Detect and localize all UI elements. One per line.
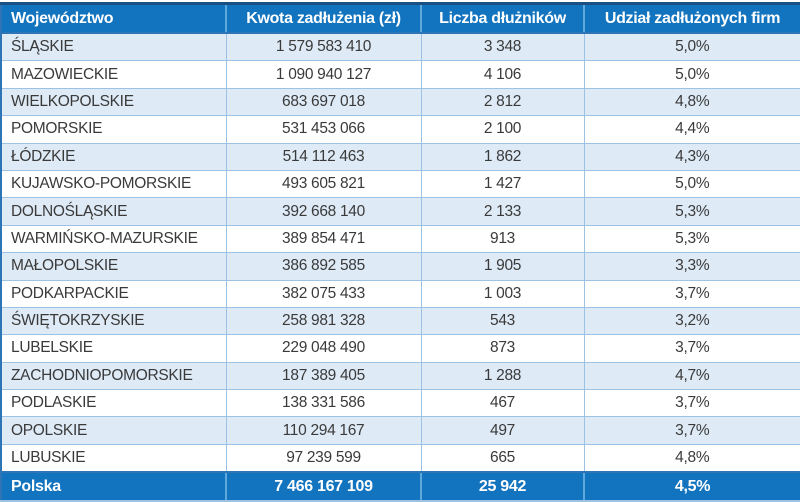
cell-wojewodztwo: DOLNOŚLĄSKIE [0, 197, 227, 226]
cell-liczba-dluznikow: 1 862 [420, 142, 585, 171]
cell-udzial-firm: 3,7% [583, 389, 800, 418]
table-row: ŚWIĘTOKRZYSKIE 258 981 328 543 3,2% [0, 306, 800, 336]
cell-kwota-zadluzenia: 187 389 405 [225, 361, 422, 391]
col-header-liczba-dluznikow: Liczba dłużników [420, 2, 584, 34]
cell-udzial-firm: 5,0% [583, 169, 800, 199]
cell-kwota-zadluzenia: 514 112 463 [225, 142, 422, 171]
table-row: ŚLĄSKIE 1 579 583 410 3 348 5,0% [0, 32, 800, 62]
totals-label: Polska [0, 471, 226, 502]
cell-kwota-zadluzenia: 97 239 599 [225, 443, 422, 473]
cell-udzial-firm: 3,7% [583, 279, 800, 308]
cell-udzial-firm: 5,0% [583, 60, 800, 89]
cell-liczba-dluznikow: 2 133 [420, 197, 585, 226]
cell-wojewodztwo: LUBUSKIE [0, 443, 227, 473]
cell-liczba-dluznikow: 2 100 [420, 115, 585, 144]
cell-wojewodztwo: MAŁOPOLSKIE [0, 252, 227, 281]
table-row: POMORSKIE 531 453 066 2 100 4,4% [0, 115, 800, 144]
cell-kwota-zadluzenia: 229 048 490 [225, 334, 422, 363]
cell-liczba-dluznikow: 543 [420, 306, 585, 336]
cell-liczba-dluznikow: 665 [420, 443, 585, 473]
cell-udzial-firm: 4,7% [583, 361, 800, 391]
cell-liczba-dluznikow: 467 [420, 389, 585, 418]
cell-udzial-firm: 5,3% [583, 197, 800, 226]
cell-udzial-firm: 3,3% [583, 252, 800, 281]
cell-udzial-firm: 4,4% [583, 115, 800, 144]
cell-wojewodztwo: PODLASKIE [0, 389, 227, 418]
totals-kwota-zadluzenia: 7 466 167 109 [225, 471, 421, 502]
cell-wojewodztwo: ZACHODNIOPOMORSKIE [0, 361, 227, 391]
cell-liczba-dluznikow: 1 427 [420, 169, 585, 199]
cell-udzial-firm: 3,7% [583, 334, 800, 363]
table-body: ŚLĄSKIE 1 579 583 410 3 348 5,0% MAZOWIECKIE… [0, 32, 800, 473]
cell-wojewodztwo: WIELKOPOLSKIE [0, 87, 227, 117]
table-row: ZACHODNIOPOMORSKIE 187 389 405 1 288 4,7% [0, 361, 800, 391]
cell-wojewodztwo: OPOLSKIE [0, 416, 227, 445]
cell-kwota-zadluzenia: 258 981 328 [225, 306, 422, 336]
cell-kwota-zadluzenia: 531 453 066 [225, 115, 422, 144]
totals-udzial-firm: 4,5% [583, 471, 800, 502]
cell-liczba-dluznikow: 1 003 [420, 279, 585, 308]
table-row: PODKARPACKIE 382 075 433 1 003 3,7% [0, 279, 800, 308]
cell-liczba-dluznikow: 873 [420, 334, 585, 363]
cell-udzial-firm: 4,8% [583, 87, 800, 117]
cell-wojewodztwo: ŚWIĘTOKRZYSKIE [0, 306, 227, 336]
cell-kwota-zadluzenia: 683 697 018 [225, 87, 422, 117]
totals-liczba-dluznikow: 25 942 [420, 471, 584, 502]
cell-wojewodztwo: WARMIŃSKO-MAZURSKIE [0, 224, 227, 254]
cell-kwota-zadluzenia: 386 892 585 [225, 252, 422, 281]
cell-liczba-dluznikow: 1 288 [420, 361, 585, 391]
cell-liczba-dluznikow: 3 348 [420, 32, 585, 62]
table-row: WARMIŃSKO-MAZURSKIE 389 854 471 913 5,3% [0, 224, 800, 254]
header-row: Województwo Kwota zadłużenia (zł) Liczba… [0, 2, 800, 34]
cell-wojewodztwo: POMORSKIE [0, 115, 227, 144]
cell-kwota-zadluzenia: 138 331 586 [225, 389, 422, 418]
cell-kwota-zadluzenia: 1 579 583 410 [225, 32, 422, 62]
cell-liczba-dluznikow: 497 [420, 416, 585, 445]
table-row: WIELKOPOLSKIE 683 697 018 2 812 4,8% [0, 87, 800, 117]
table-row: OPOLSKIE 110 294 167 497 3,7% [0, 416, 800, 445]
cell-wojewodztwo: ŚLĄSKIE [0, 32, 227, 62]
cell-liczba-dluznikow: 913 [420, 224, 585, 254]
cell-wojewodztwo: ŁÓDZKIE [0, 142, 227, 171]
cell-liczba-dluznikow: 4 106 [420, 60, 585, 89]
cell-kwota-zadluzenia: 1 090 940 127 [225, 60, 422, 89]
table-row: LUBUSKIE 97 239 599 665 4,8% [0, 443, 800, 473]
cell-kwota-zadluzenia: 110 294 167 [225, 416, 422, 445]
table-row: MAZOWIECKIE 1 090 940 127 4 106 5,0% [0, 60, 800, 89]
cell-udzial-firm: 5,3% [583, 224, 800, 254]
col-header-kwota-zadluzenia: Kwota zadłużenia (zł) [225, 2, 421, 34]
table-row: MAŁOPOLSKIE 386 892 585 1 905 3,3% [0, 252, 800, 281]
cell-wojewodztwo: PODKARPACKIE [0, 279, 227, 308]
cell-kwota-zadluzenia: 392 668 140 [225, 197, 422, 226]
table-row: DOLNOŚLĄSKIE 392 668 140 2 133 5,3% [0, 197, 800, 226]
cell-liczba-dluznikow: 2 812 [420, 87, 585, 117]
col-header-wojewodztwo: Województwo [0, 2, 226, 34]
col-header-udzial-firm: Udział zadłużonych firm [583, 2, 800, 34]
cell-wojewodztwo: KUJAWSKO-POMORSKIE [0, 169, 227, 199]
cell-kwota-zadluzenia: 493 605 821 [225, 169, 422, 199]
table-row: KUJAWSKO-POMORSKIE 493 605 821 1 427 5,0% [0, 169, 800, 199]
cell-kwota-zadluzenia: 382 075 433 [225, 279, 422, 308]
cell-udzial-firm: 5,0% [583, 32, 800, 62]
table-row: ŁÓDZKIE 514 112 463 1 862 4,3% [0, 142, 800, 171]
totals-row: Polska 7 466 167 109 25 942 4,5% [0, 471, 800, 502]
cell-udzial-firm: 3,2% [583, 306, 800, 336]
cell-liczba-dluznikow: 1 905 [420, 252, 585, 281]
cell-wojewodztwo: MAZOWIECKIE [0, 60, 227, 89]
cell-udzial-firm: 4,8% [583, 443, 800, 473]
table-row: PODLASKIE 138 331 586 467 3,7% [0, 389, 800, 418]
cell-kwota-zadluzenia: 389 854 471 [225, 224, 422, 254]
cell-wojewodztwo: LUBELSKIE [0, 334, 227, 363]
table-row: LUBELSKIE 229 048 490 873 3,7% [0, 334, 800, 363]
cell-udzial-firm: 3,7% [583, 416, 800, 445]
cell-udzial-firm: 4,3% [583, 142, 800, 171]
